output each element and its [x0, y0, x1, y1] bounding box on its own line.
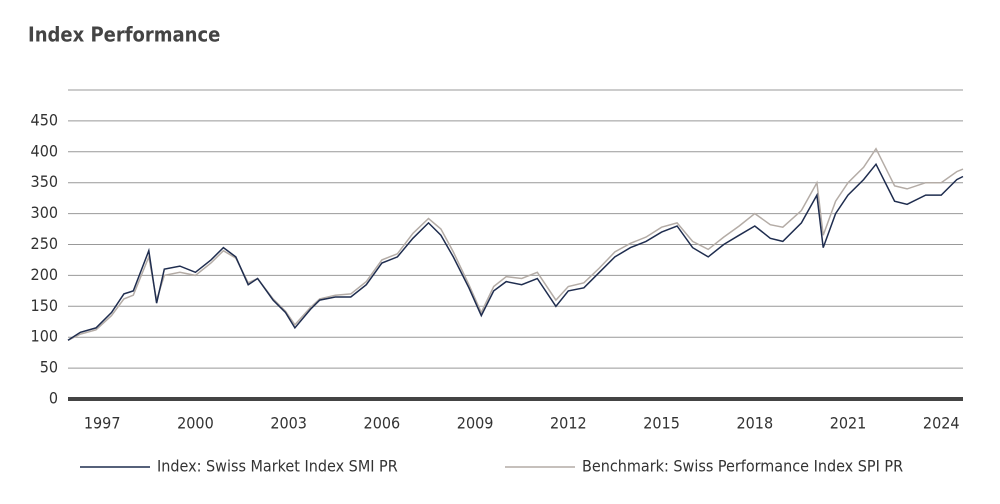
x-tick-label: 2018: [736, 414, 773, 433]
x-tick-label: 2015: [643, 414, 680, 433]
x-tick-label: 2021: [830, 414, 867, 433]
x-tick-label: 2000: [177, 414, 214, 433]
y-tick-label: 450: [31, 110, 58, 129]
y-tick-label: 200: [31, 265, 58, 284]
x-tick-label: 2024: [923, 414, 960, 433]
y-tick-label: 250: [31, 234, 58, 253]
y-tick-label: 300: [31, 203, 58, 222]
y-tick-label: 0: [49, 389, 58, 408]
x-tick-label: 2006: [364, 414, 401, 433]
x-tick-label: 2012: [550, 414, 587, 433]
legend-label: Benchmark: Swiss Performance Index SPI P…: [582, 457, 903, 476]
legend-label: Index: Swiss Market Index SMI PR: [157, 457, 398, 476]
x-tick-label: 2009: [457, 414, 494, 433]
y-tick-label: 100: [31, 327, 58, 346]
line-series: [67, 162, 964, 341]
x-tick-label: 2003: [270, 414, 307, 433]
y-tick-label: 350: [31, 172, 58, 191]
y-tick-label: 150: [31, 296, 58, 315]
chart-title: Index Performance: [28, 23, 220, 47]
line-series: [67, 147, 964, 341]
x-tick-label: 1997: [84, 414, 121, 433]
y-tick-label: 400: [31, 141, 58, 160]
y-tick-label: 50: [40, 358, 58, 377]
